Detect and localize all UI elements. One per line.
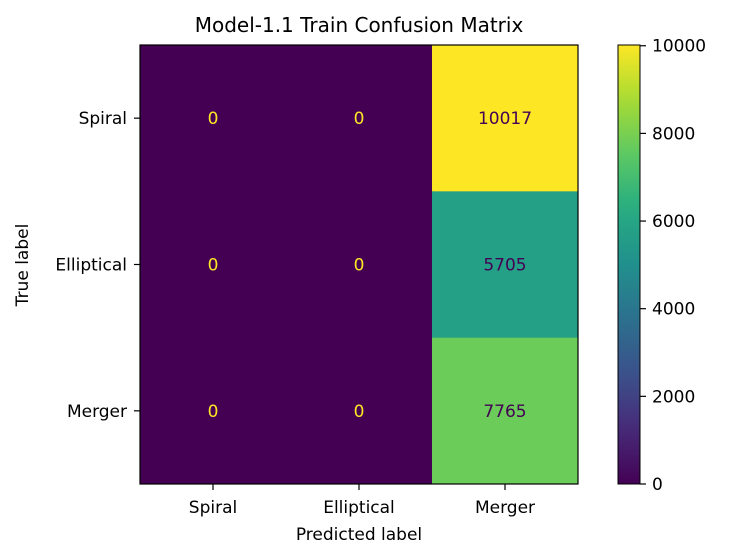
heatmap-cell (432, 45, 579, 192)
colorbar (618, 45, 640, 484)
cell-value-label: 0 (354, 109, 365, 129)
heatmap-cell (140, 45, 287, 192)
y-tick-label: Spiral (79, 109, 127, 129)
y-tick-label: Merger (67, 402, 127, 422)
cell-value-label: 0 (208, 109, 219, 129)
cell-value-label: 5705 (483, 256, 526, 276)
colorbar-tick-label: 10000 (652, 37, 706, 57)
colorbar-tick-label: 8000 (652, 124, 695, 144)
cell-value-label: 0 (208, 256, 219, 276)
y-axis: Spiral Elliptical Merger (55, 109, 140, 422)
colorbar-tick-label: 6000 (652, 212, 695, 232)
heatmap-cell (432, 191, 579, 339)
heatmap-cell (286, 191, 433, 339)
heatmap-cell (286, 45, 433, 192)
colorbar-tick-label: 2000 (652, 387, 695, 407)
colorbar-tick-label: 4000 (652, 300, 695, 320)
x-axis-label: Predicted label (296, 525, 422, 545)
colorbar-ticks: 0 2000 4000 6000 8000 10000 (640, 37, 706, 495)
x-axis: Spiral Elliptical Merger (189, 484, 535, 518)
heatmap-cell (140, 191, 287, 339)
heatmap-cell (140, 337, 287, 485)
x-tick-label: Elliptical (323, 498, 395, 518)
x-tick-label: Spiral (189, 498, 237, 518)
cell-value-label: 0 (354, 402, 365, 422)
colorbar-tick-label: 0 (652, 475, 663, 495)
y-tick-label: Elliptical (55, 256, 127, 276)
chart-title: Model-1.1 Train Confusion Matrix (195, 13, 524, 37)
cell-value-label: 10017 (478, 109, 532, 129)
x-tick-label: Merger (475, 498, 535, 518)
heatmap-cell (286, 337, 433, 485)
cell-value-label: 7765 (483, 402, 526, 422)
colorbar-frame (617, 44, 641, 485)
cell-value-label: 0 (354, 256, 365, 276)
y-axis-label: True label (13, 224, 33, 308)
cell-value-labels: 0 0 10017 0 0 5705 0 0 7765 (208, 109, 532, 422)
heatmap-cell (432, 337, 579, 485)
heatmap-cells (140, 45, 579, 485)
cell-value-label: 0 (208, 402, 219, 422)
